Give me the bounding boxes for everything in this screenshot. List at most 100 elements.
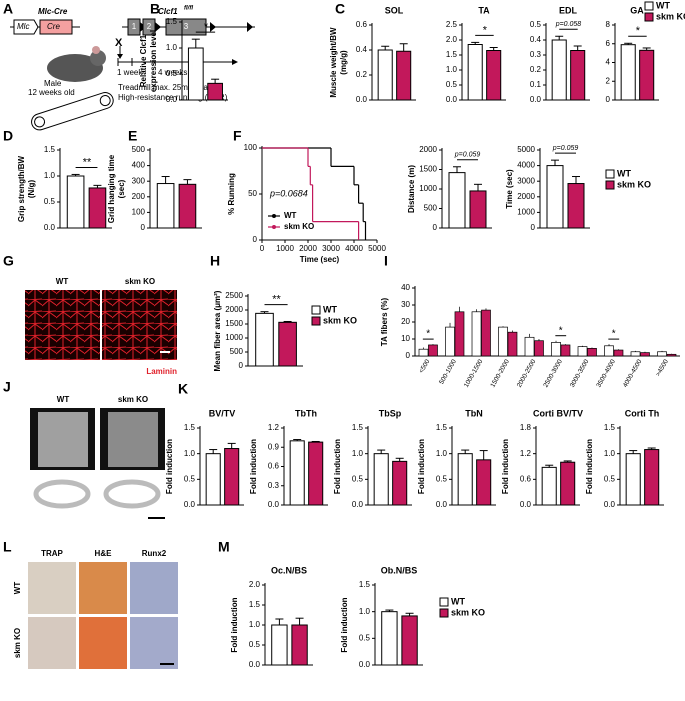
y-tick-label: 0.0 xyxy=(446,95,458,104)
y-axis-label: Fold induction xyxy=(585,439,594,494)
x-tick-label: 3000 xyxy=(322,244,340,253)
x-tick-label: <500 xyxy=(418,358,432,375)
image-label: Runx2 xyxy=(142,549,167,558)
bar xyxy=(255,312,274,367)
y-tick-label: 2000 xyxy=(517,192,535,201)
image-label: TRAP xyxy=(41,549,63,558)
y-axis-label: Fold induction xyxy=(165,439,174,494)
y-tick-label: 0.3 xyxy=(530,50,542,59)
y-tick-label: 0.2 xyxy=(530,65,542,74)
y-tick-label: 0.0 xyxy=(359,660,371,669)
y-tick-label: 100 xyxy=(132,208,146,217)
label: Cre xyxy=(47,22,60,31)
panel-letter: E xyxy=(128,128,137,144)
x-tick-label: 1000 xyxy=(276,244,294,253)
panel-letter: L xyxy=(3,539,12,555)
y-tick-label: 10 xyxy=(401,334,410,343)
y-axis-label: Muscle weight/BW xyxy=(329,27,338,98)
y-tick-label: 1000 xyxy=(517,208,535,217)
bar xyxy=(498,326,508,357)
bar xyxy=(620,44,636,101)
y-tick-label: 0.5 xyxy=(446,80,458,89)
y-axis-label: Fold induction xyxy=(417,439,426,494)
bar xyxy=(551,342,561,357)
legend-label: skm KO xyxy=(617,179,651,189)
panel-letter: J xyxy=(3,379,11,395)
bar xyxy=(577,346,588,357)
panel-letter: A xyxy=(3,1,13,17)
y-tick-label: 0.4 xyxy=(530,35,542,44)
panel-letter: B xyxy=(150,1,160,17)
y-tick-label: 0 xyxy=(606,95,611,104)
y-tick-label: 0.5 xyxy=(184,474,196,483)
y-tick-label: 1.0 xyxy=(352,449,364,458)
x-tick-label: 1500-2000 xyxy=(489,358,511,389)
y-tick-label: 1.0 xyxy=(249,620,261,629)
y-axis-label: TA fibers (%) xyxy=(380,297,389,346)
bar xyxy=(308,441,324,506)
bar xyxy=(644,449,660,506)
panel-letter: I xyxy=(384,253,388,269)
bar xyxy=(224,448,240,506)
bar xyxy=(291,624,308,666)
y-axis-label: (mg/g) xyxy=(339,50,348,75)
panel-letter: C xyxy=(335,1,345,17)
x-tick-label: 4000 xyxy=(345,244,363,253)
y-axis-label: Fold induction xyxy=(340,597,349,652)
chart-title: TbTh xyxy=(295,408,317,418)
y-tick-label: 0.5 xyxy=(166,69,178,78)
legend-label: WT xyxy=(656,0,670,10)
bar xyxy=(457,453,473,506)
legend-label: skm KO xyxy=(451,607,485,617)
significance-label: p=0.058 xyxy=(555,21,582,28)
y-tick-label: 1500 xyxy=(225,319,243,328)
significance-label: * xyxy=(426,329,430,340)
y-tick-label: 0.3 xyxy=(268,481,280,490)
y-tick-label: 1.5 xyxy=(359,580,371,589)
x-tick-label: 1000-1500 xyxy=(463,358,485,389)
legend-marker xyxy=(272,214,276,218)
y-axis-label: Fold induction xyxy=(230,597,239,652)
label: fl/fl xyxy=(184,6,193,12)
bar xyxy=(507,331,518,357)
y-tick-label: 1000 xyxy=(225,333,243,342)
bar xyxy=(560,344,571,357)
y-tick-label: 0.6 xyxy=(520,474,532,483)
y-tick-label: 0.5 xyxy=(352,474,364,483)
y-tick-label: 0 xyxy=(141,223,146,232)
bar xyxy=(541,466,557,506)
y-tick-label: 0.5 xyxy=(530,20,542,29)
legend-label: WT xyxy=(451,596,465,606)
y-tick-label: 0.0 xyxy=(166,95,178,104)
bar xyxy=(486,50,502,101)
label: High-resistance running (HRR) xyxy=(118,93,228,102)
y-tick-label: 0.9 xyxy=(268,442,280,451)
y-tick-label: 2 xyxy=(606,76,611,85)
y-tick-label: 1000 xyxy=(419,184,437,193)
y-tick-label: 0.5 xyxy=(359,633,371,642)
bar xyxy=(570,50,586,101)
bar xyxy=(396,50,412,101)
image-label: WT xyxy=(13,582,22,595)
legend-label: WT xyxy=(617,168,631,178)
x-tick-label: >4500 xyxy=(655,358,670,378)
label: 1 week xyxy=(117,68,143,77)
bar xyxy=(392,460,408,506)
significance-label: * xyxy=(612,329,616,340)
y-axis-label: Grid hanging time xyxy=(107,154,116,223)
y-tick-label: 0 xyxy=(239,361,244,370)
y-tick-label: 1.8 xyxy=(520,423,532,432)
histology: TRAP H&E Runx2 WT skm KO xyxy=(13,549,178,669)
y-tick-label: 1.0 xyxy=(184,449,196,458)
bar xyxy=(551,39,567,101)
bar xyxy=(524,336,535,357)
y-tick-label: 2.0 xyxy=(446,35,458,44)
legend-swatch xyxy=(644,1,654,11)
panel-letter: H xyxy=(210,253,220,269)
y-tick-label: 50 xyxy=(248,189,257,198)
y-tick-label: 1.5 xyxy=(184,423,196,432)
y-axis-label: Mean fiber area (μm²) xyxy=(213,290,222,371)
bar xyxy=(613,349,624,357)
exon-label: 3 xyxy=(184,22,189,31)
